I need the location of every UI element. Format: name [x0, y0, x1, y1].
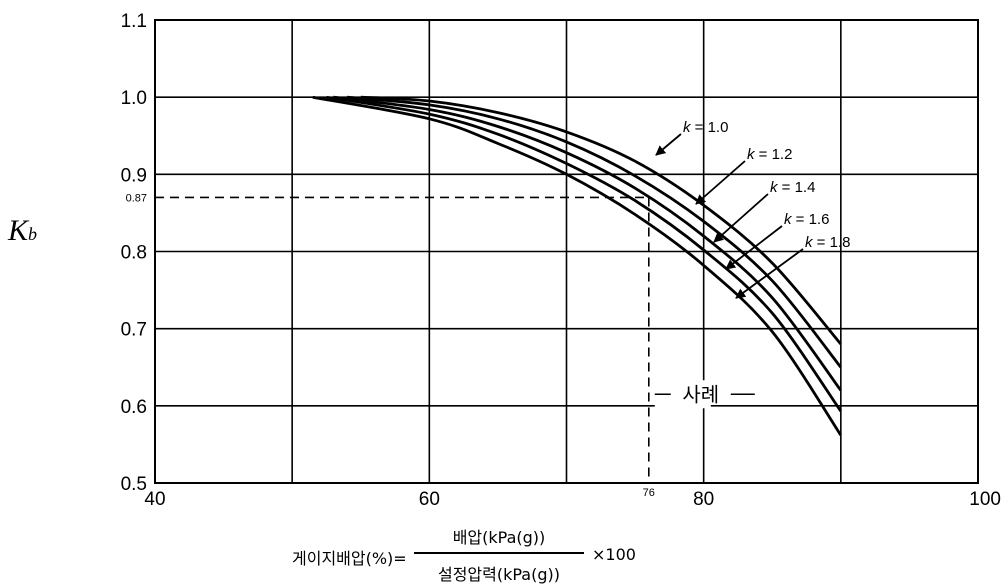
- curve-label-k: k: [784, 211, 793, 228]
- curve-labels: k = 1.0k = 1.2k = 1.4k = 1.6k = 1.8: [655, 119, 850, 299]
- curve-label-k: k: [805, 234, 814, 251]
- y-axis-label: Kb: [7, 214, 37, 247]
- y-tick-label: 0.9: [121, 165, 147, 186]
- curve-label-k: k: [683, 119, 692, 136]
- curve-label-arrow: [735, 248, 804, 299]
- example-label: 사례: [682, 382, 719, 406]
- curve-label-arrow: [713, 193, 769, 243]
- tick-labels: 0.5 0.6 0.7 0.8 0.9 1.0 1.1 40 60 80 100: [121, 11, 1001, 510]
- x-tick-label: 40: [144, 489, 165, 510]
- formula-numerator: 배압(kPa(g)): [452, 528, 546, 547]
- curve-label-arrow: [725, 225, 783, 270]
- curve-label-arrow: [695, 160, 746, 205]
- curve-label: k = 1.8: [805, 234, 850, 251]
- curve-label: k = 1.0: [683, 119, 728, 136]
- x-tick-label: 100: [969, 489, 1001, 510]
- series-line: [346, 95, 842, 369]
- y-tick-label: 1.1: [121, 11, 147, 32]
- curve-label: k = 1.4: [770, 179, 815, 196]
- curve-label-value: = 1.0: [691, 119, 729, 136]
- x-tick-label: 80: [693, 489, 714, 510]
- curve-label-k: k: [747, 146, 756, 163]
- series-line: [360, 95, 842, 346]
- y-axis-label-sub: b: [28, 224, 37, 244]
- y-tick-label: 0.6: [121, 397, 147, 418]
- grid: [154, 19, 979, 484]
- y-axis-label-main: K: [7, 214, 30, 247]
- curve-label-k: k: [770, 179, 779, 196]
- formula-lhs: 게이지배압(%)=: [292, 549, 407, 568]
- curve-label-arrow: [655, 133, 682, 156]
- example-x-label: 76: [643, 487, 655, 499]
- curve-label-value: = 1.4: [778, 179, 816, 196]
- curve-label: k = 1.6: [784, 211, 829, 228]
- y-tick-label: 0.8: [121, 243, 147, 264]
- curves: [312, 95, 842, 436]
- series-line: [326, 95, 842, 413]
- y-tick-label: 1.0: [121, 88, 147, 109]
- formula-denominator: 설정압력(kPa(g)): [437, 565, 560, 584]
- example-y-label: 0.87: [126, 192, 147, 204]
- example-annotation: 0.87 76 사례: [126, 192, 755, 499]
- curve-label: k = 1.2: [747, 146, 792, 163]
- x-tick-label: 60: [419, 489, 440, 510]
- series-line: [312, 95, 842, 436]
- y-tick-label: 0.5: [121, 474, 147, 495]
- series-line: [333, 95, 842, 392]
- curve-label-value: = 1.2: [755, 146, 793, 163]
- formula-fraction-bar: [414, 552, 584, 554]
- y-tick-label: 0.7: [121, 320, 147, 341]
- curve-label-value: = 1.6: [792, 211, 830, 228]
- curve-label-value: = 1.8: [813, 234, 851, 251]
- formula-multiplier: ×100: [592, 545, 636, 564]
